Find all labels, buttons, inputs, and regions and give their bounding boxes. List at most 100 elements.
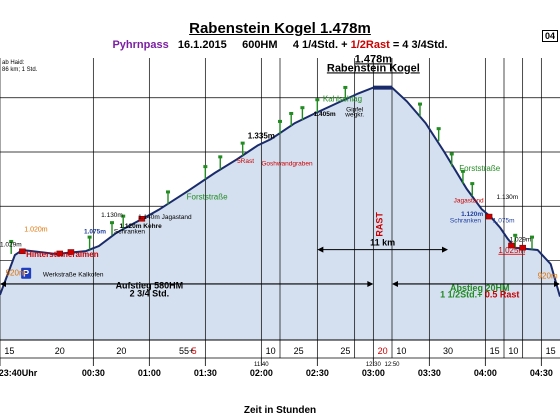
tree-top <box>470 182 475 186</box>
tree-top <box>121 214 126 218</box>
x-tick-label: 04:30 <box>530 368 553 378</box>
time-part-b: = 4 3/4Std. <box>392 39 448 51</box>
phase-arrow-head <box>367 280 374 287</box>
annotation-label: 1.405m <box>314 111 336 118</box>
annotation-label: Abstieg 20HM <box>450 283 510 293</box>
tree-top <box>289 111 294 115</box>
segment-duration: 15 <box>4 346 14 356</box>
segment-duration: 20 <box>55 346 65 356</box>
tree-top <box>240 141 245 145</box>
annotation-label: Goshwandgraben <box>261 161 313 168</box>
segment-duration: 25 <box>340 346 350 356</box>
waypoint-marker <box>56 250 63 257</box>
page-number-badge: 04 <box>541 30 558 42</box>
annotation-label: Forststraße <box>459 164 500 173</box>
rest-time: 1/2Rast <box>350 39 390 51</box>
annotation-label: Forststraße <box>187 193 228 202</box>
annotation-label: wegkr. <box>344 112 364 119</box>
segment-duration: 10 <box>396 346 406 356</box>
waypoint-marker <box>485 213 493 220</box>
segment-duration: 5 <box>192 346 197 356</box>
annotation-label: 1.140m Jagastand <box>138 214 192 221</box>
segment-duration: 25 <box>294 346 304 356</box>
phase-arrow-head <box>392 280 398 287</box>
annotation-label: Werkstraße Kalkofen <box>43 272 104 279</box>
route-name: Pyhrnpass <box>112 39 169 51</box>
note-line-1: ab Haid: <box>2 60 25 66</box>
chart-subtitle: Pyhrnpass 16.1.2015 600HM 4 1/4Std. + 1/… <box>0 39 560 51</box>
time-part-a: 4 1/4Std. + <box>292 39 348 51</box>
descent-time-part: 1 1/2Std.+ <box>440 289 485 299</box>
tree-top <box>343 85 348 89</box>
annotation-label: 1.130m <box>497 194 519 201</box>
total-ascent: 600HM <box>242 39 278 51</box>
x-tick-label: 23:40Uhr <box>0 368 38 378</box>
x-tick-label: 02:00 <box>250 368 273 378</box>
tree-top <box>418 102 422 106</box>
segment-duration: 10 <box>266 346 276 356</box>
annotation-label: Aufstieg 580HM <box>116 281 184 291</box>
phase-arrow-head <box>0 280 6 287</box>
x-tick-label: 03:00 <box>362 368 385 378</box>
annotation-label: 1.075m <box>493 218 515 225</box>
note-line-2: 86 km; 1 Std. <box>2 67 38 73</box>
tour-date: 16.1.2015 <box>177 39 227 51</box>
annotation-label: 5Rast <box>237 158 254 165</box>
annotation-label: 1.335m <box>248 131 275 140</box>
parking-icon-letter: P <box>23 269 29 279</box>
annotation-label: RAST <box>375 212 385 237</box>
annotation-label: 1.025m <box>498 246 525 255</box>
segment-duration: 20 <box>378 346 388 356</box>
annotation-label: 1.130m <box>101 212 123 219</box>
summit-plateau <box>373 85 392 90</box>
tree-top <box>436 127 441 131</box>
segment-duration: 10 <box>508 346 518 356</box>
x-tick-label: 01:00 <box>138 368 161 378</box>
segment-duration: 15 <box>490 346 500 356</box>
annotation-label: 1.029m <box>510 237 532 244</box>
tree-top <box>513 233 518 237</box>
chart-title: Rabenstein Kogel 1.478m <box>189 20 371 37</box>
annotation-label: Rabenstein Kogel <box>327 62 420 74</box>
descent-time-label: 1 1/2Std.+ 0.5 Rast <box>440 289 519 299</box>
descent-rest-part: 0.5 Rast <box>485 289 520 299</box>
tree-top <box>315 98 320 102</box>
tree-top <box>300 106 305 110</box>
segment-duration: 20 <box>116 346 126 356</box>
annotation-label: 1.029m <box>0 242 22 249</box>
waypoint-marker <box>19 248 26 255</box>
tree-top <box>110 221 114 225</box>
annotation-label: Schranken <box>450 218 481 225</box>
annotation-label: 1.478m <box>355 53 393 65</box>
x-tick-label: 04:00 <box>474 368 497 378</box>
profile-line <box>0 86 560 297</box>
waypoint-marker <box>67 249 75 255</box>
annotation-label: 1.020m <box>24 227 48 234</box>
tree-top <box>449 152 454 156</box>
tree-top <box>218 155 223 159</box>
annotation-label: Jagastand <box>454 198 484 205</box>
distance-arrow-head <box>317 246 324 253</box>
tree-top <box>460 169 465 173</box>
tree-top <box>278 119 282 123</box>
phase-arrow-head <box>554 280 560 287</box>
tree-top <box>166 190 170 194</box>
x-axis-label: Zeit in Stunden <box>243 405 317 416</box>
annotation-label: 1.120m <box>461 211 483 218</box>
distance-arrow-head <box>442 246 448 253</box>
parking-icon <box>21 267 32 279</box>
distance-label: 11 km <box>370 238 395 248</box>
segment-duration: 55+ <box>179 346 194 356</box>
tree-top <box>203 165 208 169</box>
annotation-label: 2 3/4 Std. <box>130 289 170 299</box>
annotation-label: Hintersteineralmen <box>26 250 99 259</box>
waypoint-marker <box>519 244 526 251</box>
tree-top <box>9 239 14 243</box>
intermediate-time: 12:50 <box>384 362 400 368</box>
annotation-label: 1.075m <box>84 229 106 236</box>
x-tick-label: 02:30 <box>306 368 329 378</box>
tree-top <box>87 235 92 239</box>
segment-duration: 15 <box>546 346 556 356</box>
